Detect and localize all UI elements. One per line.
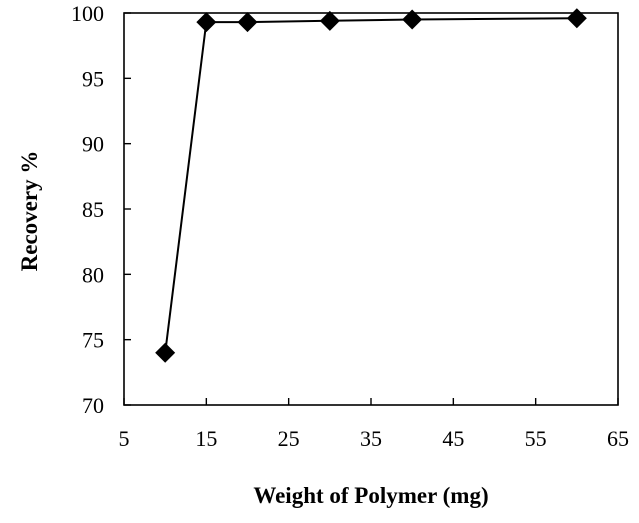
- y-tick-label: 100: [71, 1, 104, 26]
- plot-area-frame: [123, 12, 619, 406]
- y-tick-label: 80: [82, 262, 104, 287]
- x-tick-label: 55: [525, 426, 547, 451]
- y-tick-label: 85: [82, 197, 104, 222]
- x-tick-label: 5: [119, 426, 130, 451]
- data-point-marker: [237, 12, 258, 33]
- y-axis-title: Recovery %: [17, 151, 42, 272]
- data-point-marker: [155, 342, 176, 363]
- data-point-marker: [402, 9, 423, 30]
- y-tick-label: 75: [82, 328, 104, 353]
- x-tick-label: 25: [278, 426, 300, 451]
- data-point-marker: [196, 12, 217, 33]
- x-tick-label: 35: [360, 426, 382, 451]
- y-tick-label: 95: [82, 66, 104, 91]
- y-tick-label: 90: [82, 132, 104, 157]
- data-point-marker: [566, 8, 587, 29]
- data-point-marker: [319, 10, 340, 31]
- series-line: [164, 17, 577, 353]
- x-tick-label: 65: [607, 426, 629, 451]
- x-tick-label: 15: [195, 426, 217, 451]
- y-tick-label: 70: [82, 393, 104, 418]
- x-axis-title: Weight of Polymer (mg): [253, 483, 488, 508]
- x-tick-label: 45: [442, 426, 464, 451]
